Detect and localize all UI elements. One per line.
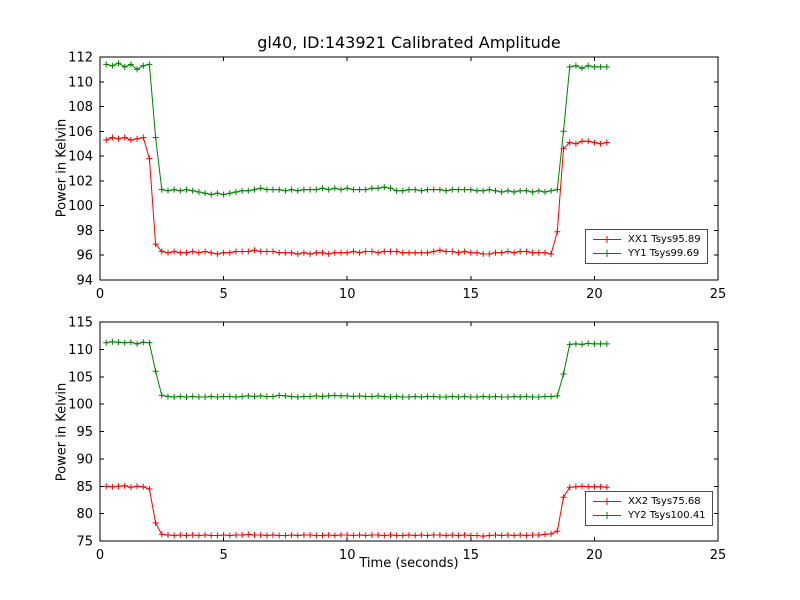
x-tick-label: 20 <box>586 548 603 563</box>
legend-line-sample <box>593 512 621 519</box>
x-tick-label: 0 <box>96 548 104 563</box>
x-tick-label: 10 <box>339 287 356 302</box>
legend-label: XX1 Tsys95.89 <box>628 234 701 245</box>
y-tick-label: 110 <box>68 343 93 358</box>
series-markers <box>103 60 610 198</box>
series-markers <box>103 338 610 400</box>
x-tick-label: 10 <box>339 548 356 563</box>
series-line <box>106 485 607 537</box>
y-tick-label: 104 <box>68 150 93 165</box>
y-tick-label: 75 <box>76 535 93 550</box>
x-tick-label: 20 <box>586 287 603 302</box>
legend-label: YY2 Tsys100.41 <box>628 510 706 521</box>
x-tick-label: 0 <box>96 287 104 302</box>
legend-entry: YY2 Tsys100.41 <box>592 510 706 521</box>
legend-label: YY1 Tsys99.69 <box>628 248 700 259</box>
x-tick-label: 15 <box>463 548 480 563</box>
y-tick-label: 98 <box>76 224 93 239</box>
y-tick-label: 106 <box>68 125 93 140</box>
y-tick-label: 110 <box>68 75 93 90</box>
ylabel-bottom: Power in Kelvin <box>54 382 70 482</box>
legend-entry: XX1 Tsys95.89 <box>592 234 701 245</box>
chart-title: gl40, ID:143921 Calibrated Amplitude <box>257 33 561 52</box>
y-tick-label: 96 <box>76 249 93 264</box>
legend-top: XX1 Tsys95.89 YY1 Tsys99.69 <box>585 229 708 264</box>
plot-frame <box>99 56 719 281</box>
x-tick-label: 15 <box>463 287 480 302</box>
xlabel: Time (seconds) <box>359 556 459 571</box>
legend-line-sample <box>593 498 621 505</box>
y-tick-label: 112 <box>68 51 93 66</box>
y-tick-label: 105 <box>68 370 93 385</box>
y-tick-label: 94 <box>76 274 93 289</box>
y-tick-label: 80 <box>76 507 93 522</box>
x-tick-label: 5 <box>219 548 227 563</box>
y-tick-label: 115 <box>68 316 93 331</box>
y-tick-label: 95 <box>76 425 93 440</box>
legend-entry: YY1 Tsys99.69 <box>592 248 701 259</box>
series-line <box>106 62 607 196</box>
y-tick-label: 100 <box>68 398 93 413</box>
y-tick-label: 85 <box>76 480 93 495</box>
x-tick-label: 5 <box>219 287 227 302</box>
series-markers <box>103 482 610 540</box>
legend-line-sample <box>593 250 621 257</box>
x-tick-label: 25 <box>710 287 727 302</box>
y-tick-label: 108 <box>68 100 93 115</box>
ylabel-top: Power in Kelvin <box>54 118 70 218</box>
y-tick-label: 102 <box>68 174 93 189</box>
legend-bottom: XX2 Tsys75.68 YY2 Tsys100.41 <box>585 491 713 526</box>
legend-entry: XX2 Tsys75.68 <box>592 496 706 507</box>
legend-label: XX2 Tsys75.68 <box>628 496 701 507</box>
series-line <box>106 136 607 255</box>
y-tick-label: 90 <box>76 452 93 467</box>
y-tick-label: 100 <box>68 199 93 214</box>
series-line <box>106 341 607 398</box>
series-markers <box>103 134 610 257</box>
legend-line-sample <box>593 236 621 243</box>
x-tick-label: 25 <box>710 548 727 563</box>
